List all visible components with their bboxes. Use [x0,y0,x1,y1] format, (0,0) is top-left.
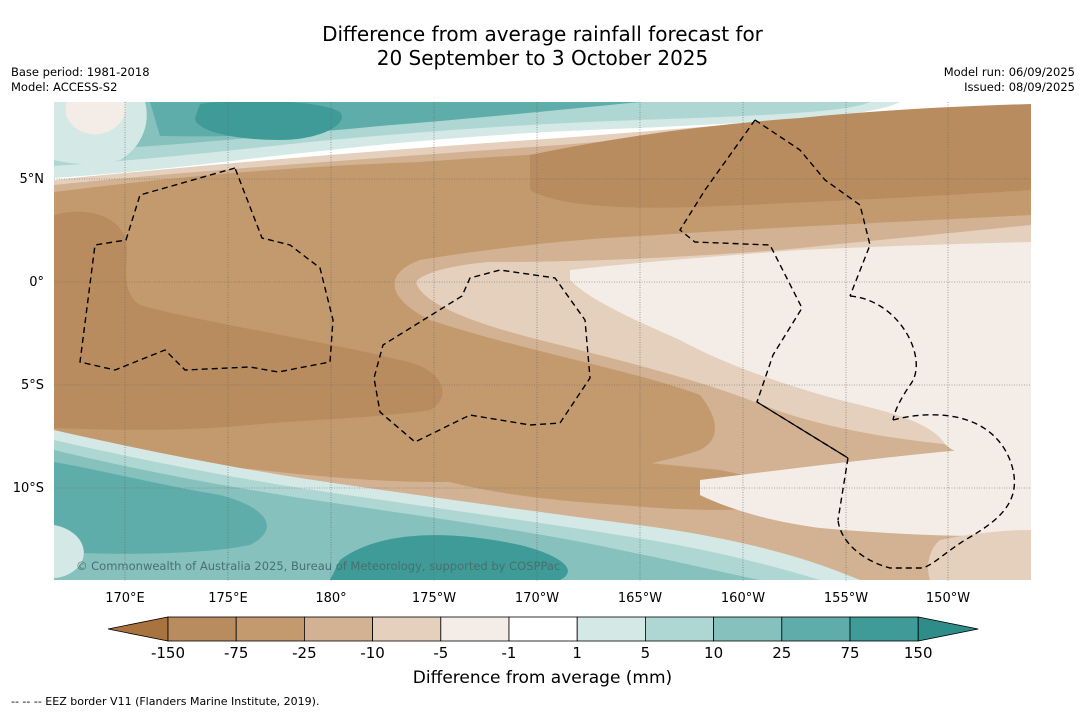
colorbar-tick-10: 75 [840,644,859,662]
meta-left: Base period: 1981-2018 Model: ACCESS-S2 [11,65,150,95]
colorbar-tick-4: -5 [433,644,448,662]
east-near-normal [570,242,1031,470]
eez-solid-line [756,401,849,459]
colorbar-box-7 [576,616,646,642]
model-name: Model: ACCESS-S2 [11,80,118,94]
colorbar-box-5 [440,616,510,642]
south-band-25 [54,462,267,554]
lat-labels: 5°N 0° 5°S 10°S [13,172,44,496]
colorbar-box-11 [849,616,919,642]
southeast-dry-patch [928,530,1031,580]
colorbar-box-3 [303,616,373,642]
colorbar-label: Difference from average (mm) [412,668,673,688]
eez-east-upper [754,119,871,297]
northeast-dry-core [530,104,1031,208]
lon-label-175e: 175°E [208,591,248,606]
eez-footnote: -- -- -- EEZ border V11 (Flanders Marine… [11,695,320,708]
lon-label-160w: 160°W [721,591,765,606]
title-line-2: 20 September to 3 October 2025 [376,46,709,70]
northwest-dry-patch [66,102,126,135]
colorbar-box-4 [372,616,442,642]
colorbar-extend-low [107,616,169,642]
colorbar-tick-8: 10 [704,644,723,662]
eez-solid-segment [756,401,849,459]
colorbar-box-8 [645,616,715,642]
eez-kiribati-gilberts [79,167,334,373]
title-line-1: Difference from average rainfall forecas… [322,22,763,46]
colorbar-tick-5: -1 [502,644,517,662]
lon-label-180: 180° [315,591,346,606]
eez-phoenix [373,269,591,443]
lon-label-155w: 155°W [824,591,868,606]
issued-date: Issued: 08/09/2025 [964,80,1075,94]
colorbar-tick-1: -75 [224,644,249,662]
colorbar-tick-9: 25 [772,644,791,662]
colorbar-box-1 [167,616,237,642]
lat-label-5n: 5°N [20,172,45,187]
copyright-text: © Commonwealth of Australia 2025, Bureau… [76,559,560,573]
lat-label-5s: 5°S [21,378,44,393]
eez-line-islands [679,119,849,521]
lon-label-175w: 175°W [412,591,456,606]
north-core [195,102,342,140]
colorbar-box-6 [508,616,578,642]
lon-label-170e: 170°E [105,591,145,606]
colorbar-box-9 [713,616,783,642]
lon-label-165w: 165°W [618,591,662,606]
gridlines [54,102,1031,581]
lat-label-10s: 10°S [13,481,44,496]
colorbar-box-2 [235,616,305,642]
southwest-patch [54,525,84,578]
colorbar-extend-high [917,616,979,642]
colorbar: -150 -75 -25 -10 -5 -1 1 5 10 25 75 150 [107,616,979,662]
south-core [330,535,568,580]
map-field [54,102,1031,581]
base-period: Base period: 1981-2018 [11,65,150,79]
colorbar-tick-0: -150 [151,644,185,662]
colorbar-tick-6: 1 [572,644,582,662]
model-run: Model run: 06/09/2025 [943,65,1075,79]
colorbar-tick-11: 150 [904,644,933,662]
lon-labels: 170°E 175°E 180° 175°W 170°W 165°W 160°W… [105,591,970,606]
colorbar-tick-2: -25 [292,644,317,662]
colorbar-tick-7: 5 [641,644,651,662]
eez-marquesas-ring [849,295,917,421]
colorbar-box-10 [781,616,851,642]
eez-borders [79,119,1016,569]
lon-label-170w: 170°W [515,591,559,606]
chart-title: Difference from average rainfall forecas… [0,22,1085,70]
dry-belt-75 [54,211,443,430]
meta-right: Model run: 06/09/2025 Issued: 08/09/2025 [944,65,1075,95]
lat-label-0: 0° [29,275,44,290]
south-dry-tongue [420,440,791,510]
lon-label-150w: 150°W [926,591,970,606]
eez-south-ring [837,414,1016,569]
colorbar-tick-3: -10 [360,644,385,662]
